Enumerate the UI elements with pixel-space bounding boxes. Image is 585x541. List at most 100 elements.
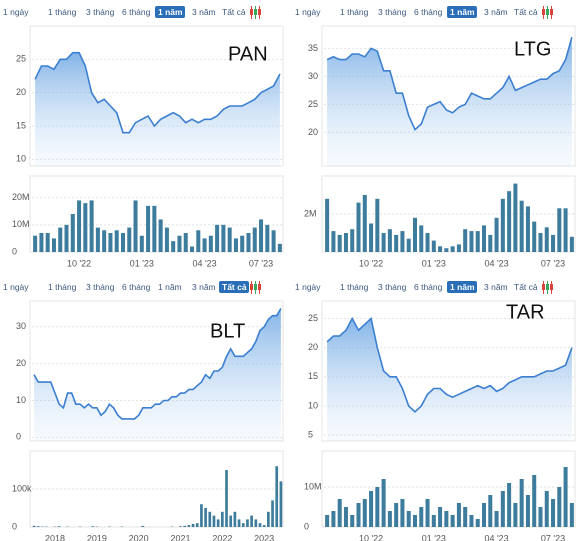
volume-bar bbox=[275, 466, 279, 527]
range-button[interactable]: Tất cả bbox=[222, 282, 247, 292]
volume-bar bbox=[108, 233, 113, 252]
range-button[interactable]: 1 tháng bbox=[48, 7, 77, 17]
range-button[interactable]: 1 tháng bbox=[340, 282, 369, 292]
selected-button-bg bbox=[447, 281, 477, 293]
range-button[interactable]: 6 tháng bbox=[414, 282, 443, 292]
y-tick-label: 25 bbox=[308, 99, 318, 109]
x-tick-label: 10 '22 bbox=[359, 258, 383, 268]
y-tick-label: 25 bbox=[308, 313, 318, 323]
range-button[interactable]: 1 tháng bbox=[48, 282, 77, 292]
candle-icon bbox=[254, 9, 257, 15]
range-button[interactable]: 6 tháng bbox=[122, 7, 151, 17]
volume-bar bbox=[362, 195, 367, 252]
volume-bar bbox=[267, 511, 270, 527]
volume-bar bbox=[114, 230, 119, 252]
volume-bar bbox=[331, 511, 336, 527]
volume-bar bbox=[183, 233, 188, 252]
volume-bar bbox=[538, 233, 543, 252]
volume-bar bbox=[102, 230, 107, 252]
volume-bar bbox=[233, 238, 238, 252]
volume-bar bbox=[513, 503, 518, 527]
volume-bar bbox=[204, 508, 207, 527]
volume-bar bbox=[191, 523, 195, 527]
candle-icon bbox=[546, 9, 549, 15]
volume-bar bbox=[233, 511, 237, 527]
volume-bar bbox=[36, 526, 40, 527]
candle-icon bbox=[258, 9, 261, 15]
range-button[interactable]: 1 năm bbox=[450, 282, 475, 292]
candle-icon bbox=[250, 284, 253, 290]
range-button[interactable]: 6 tháng bbox=[122, 282, 151, 292]
price-area bbox=[35, 52, 280, 167]
x-tick-label: 2019 bbox=[87, 533, 107, 541]
volume-bar bbox=[369, 491, 374, 527]
y-tick-label: 30 bbox=[16, 321, 26, 331]
range-button[interactable]: 1 ngày bbox=[3, 282, 29, 292]
volume-bar bbox=[494, 217, 499, 252]
volume-bar bbox=[152, 205, 157, 252]
volume-bar bbox=[356, 503, 361, 527]
price-area bbox=[327, 37, 572, 167]
selected-button-bg bbox=[155, 6, 185, 18]
volume-bar bbox=[557, 487, 562, 527]
volume-bar bbox=[171, 241, 176, 252]
x-tick-label: 01 '23 bbox=[422, 533, 446, 541]
ticker-title: LTG bbox=[514, 38, 551, 60]
range-button[interactable]: Tất cả bbox=[222, 7, 246, 17]
volume-bar bbox=[488, 234, 493, 252]
range-button[interactable]: 3 tháng bbox=[86, 282, 115, 292]
volume-bar bbox=[375, 198, 380, 252]
volume-bar bbox=[362, 499, 367, 527]
range-button[interactable]: 3 năm bbox=[484, 7, 508, 17]
range-button[interactable]: 1 năm bbox=[450, 7, 475, 17]
y-tick-label: 15 bbox=[308, 371, 318, 381]
volume-bar bbox=[387, 229, 392, 252]
x-tick-label: 10 '22 bbox=[67, 258, 91, 268]
ticker-title: BLT bbox=[210, 320, 245, 342]
range-button[interactable]: 3 năm bbox=[192, 282, 216, 292]
volume-bar bbox=[237, 519, 241, 527]
volume-bar bbox=[195, 523, 199, 527]
volume-bar bbox=[32, 525, 36, 527]
range-button[interactable]: 1 ngày bbox=[3, 7, 29, 17]
volume-bar bbox=[425, 233, 430, 252]
volume-bar bbox=[58, 227, 63, 252]
range-button[interactable]: Tất cả bbox=[514, 7, 538, 17]
volume-bar bbox=[190, 246, 195, 252]
range-button[interactable]: 1 tháng bbox=[340, 7, 369, 17]
x-tick-label: 04 '23 bbox=[484, 258, 508, 268]
range-button[interactable]: 1 năm bbox=[158, 7, 183, 17]
range-button[interactable]: Tất cả bbox=[514, 282, 538, 292]
range-button[interactable]: 1 ngày bbox=[295, 7, 321, 17]
volume-bar bbox=[513, 183, 518, 252]
volume-bar bbox=[227, 227, 232, 252]
range-button[interactable]: 1 ngày bbox=[295, 282, 321, 292]
range-button[interactable]: 3 tháng bbox=[378, 282, 407, 292]
volume-bar bbox=[494, 511, 499, 527]
volume-bar bbox=[177, 235, 182, 252]
y-tick-label: 30 bbox=[308, 71, 318, 81]
y-tick-label: 20 bbox=[308, 127, 318, 137]
range-button[interactable]: 3 tháng bbox=[378, 7, 407, 17]
volume-bar bbox=[146, 205, 151, 252]
range-button[interactable]: 3 tháng bbox=[86, 7, 115, 17]
range-button[interactable]: 3 năm bbox=[192, 7, 216, 17]
volume-bar bbox=[400, 499, 405, 527]
range-button[interactable]: 1 năm bbox=[158, 282, 182, 292]
volume-bar bbox=[563, 467, 568, 527]
volume-bar bbox=[343, 233, 348, 252]
volume-bar bbox=[381, 479, 386, 527]
volume-bar bbox=[229, 515, 233, 527]
volume-tick-label: 0 bbox=[304, 521, 309, 531]
range-button[interactable]: 3 năm bbox=[484, 282, 508, 292]
volume-bar bbox=[350, 229, 355, 252]
volume-bar bbox=[212, 515, 216, 527]
volume-bar bbox=[431, 240, 436, 252]
range-button[interactable]: 6 tháng bbox=[414, 7, 443, 17]
volume-bar bbox=[258, 523, 262, 527]
volume-tick-label: 100k bbox=[12, 483, 32, 493]
x-tick-label: 07 '23 bbox=[249, 258, 273, 268]
volume-bar bbox=[394, 503, 399, 527]
y-tick-label: 20 bbox=[16, 358, 26, 368]
